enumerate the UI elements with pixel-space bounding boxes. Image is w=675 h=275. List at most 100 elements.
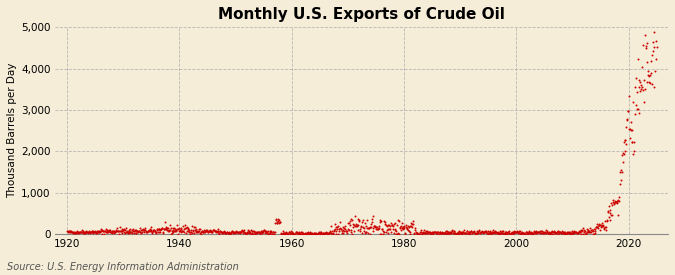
Point [184, 232, 195, 236]
Point [224, 232, 235, 236]
Point [146, 230, 157, 235]
Point [111, 228, 122, 233]
Point [227, 230, 238, 235]
Point [296, 232, 306, 236]
Point [193, 229, 204, 233]
Point [505, 232, 516, 236]
Point [329, 227, 340, 231]
Point [446, 229, 456, 234]
Point [335, 220, 346, 224]
Point [70, 230, 80, 235]
Point [387, 227, 398, 231]
Point [428, 230, 439, 235]
Point [62, 229, 73, 234]
Point [480, 229, 491, 234]
Point [385, 227, 396, 232]
Point [541, 228, 551, 233]
Point [462, 231, 473, 236]
Point [411, 230, 422, 235]
Point [631, 107, 642, 111]
Point [385, 224, 396, 228]
Point [427, 230, 438, 235]
Point [91, 231, 102, 235]
Point [376, 232, 387, 236]
Point [431, 232, 442, 236]
Point [306, 232, 317, 236]
Point [484, 230, 495, 235]
Point [620, 149, 630, 153]
Point [244, 231, 255, 235]
Point [605, 211, 616, 216]
Point [495, 232, 506, 236]
Point [315, 231, 325, 236]
Point [425, 232, 435, 236]
Y-axis label: Thousand Barrels per Day: Thousand Barrels per Day [7, 63, 17, 198]
Point [84, 229, 95, 233]
Point [542, 230, 553, 235]
Point [489, 229, 500, 233]
Point [143, 228, 154, 233]
Point [407, 221, 418, 226]
Point [105, 229, 116, 234]
Point [159, 227, 169, 231]
Point [389, 228, 400, 232]
Point [107, 229, 117, 233]
Point [175, 228, 186, 232]
Point [102, 227, 113, 232]
Point [108, 229, 119, 233]
Point [441, 231, 452, 235]
Point [319, 231, 330, 235]
Point [507, 230, 518, 235]
Point [167, 229, 178, 233]
Point [298, 231, 309, 236]
Point [198, 230, 209, 234]
Point [555, 230, 566, 235]
Point [364, 224, 375, 229]
Point [308, 232, 319, 236]
Point [530, 230, 541, 234]
Point [172, 232, 183, 236]
Point [538, 231, 549, 235]
Point [518, 232, 529, 236]
Point [193, 229, 204, 233]
Point [609, 201, 620, 205]
Point [217, 230, 228, 234]
Point [597, 223, 608, 228]
Point [517, 230, 528, 234]
Point [607, 203, 618, 207]
Point [357, 231, 368, 236]
Point [66, 229, 77, 234]
Point [236, 230, 246, 234]
Point [342, 231, 352, 235]
Point [254, 232, 265, 236]
Point [584, 229, 595, 233]
Point [549, 229, 560, 234]
Point [356, 220, 367, 224]
Point [361, 230, 372, 234]
Point [559, 229, 570, 234]
Point [307, 232, 318, 236]
Point [86, 230, 97, 235]
Point [194, 227, 205, 232]
Point [394, 219, 404, 223]
Point [616, 167, 626, 172]
Point [95, 229, 106, 233]
Point [209, 228, 219, 233]
Point [199, 228, 210, 233]
Point [551, 231, 562, 235]
Point [627, 139, 638, 144]
Point [325, 230, 335, 235]
Point [119, 231, 130, 235]
Point [605, 201, 616, 205]
Point [474, 228, 485, 232]
Point [334, 229, 345, 233]
Point [610, 199, 620, 204]
Point [232, 229, 243, 234]
Point [489, 230, 500, 235]
Point [355, 229, 366, 233]
Point [331, 225, 342, 229]
Point [310, 230, 321, 235]
Point [157, 230, 168, 235]
Point [182, 229, 193, 233]
Point [288, 232, 298, 236]
